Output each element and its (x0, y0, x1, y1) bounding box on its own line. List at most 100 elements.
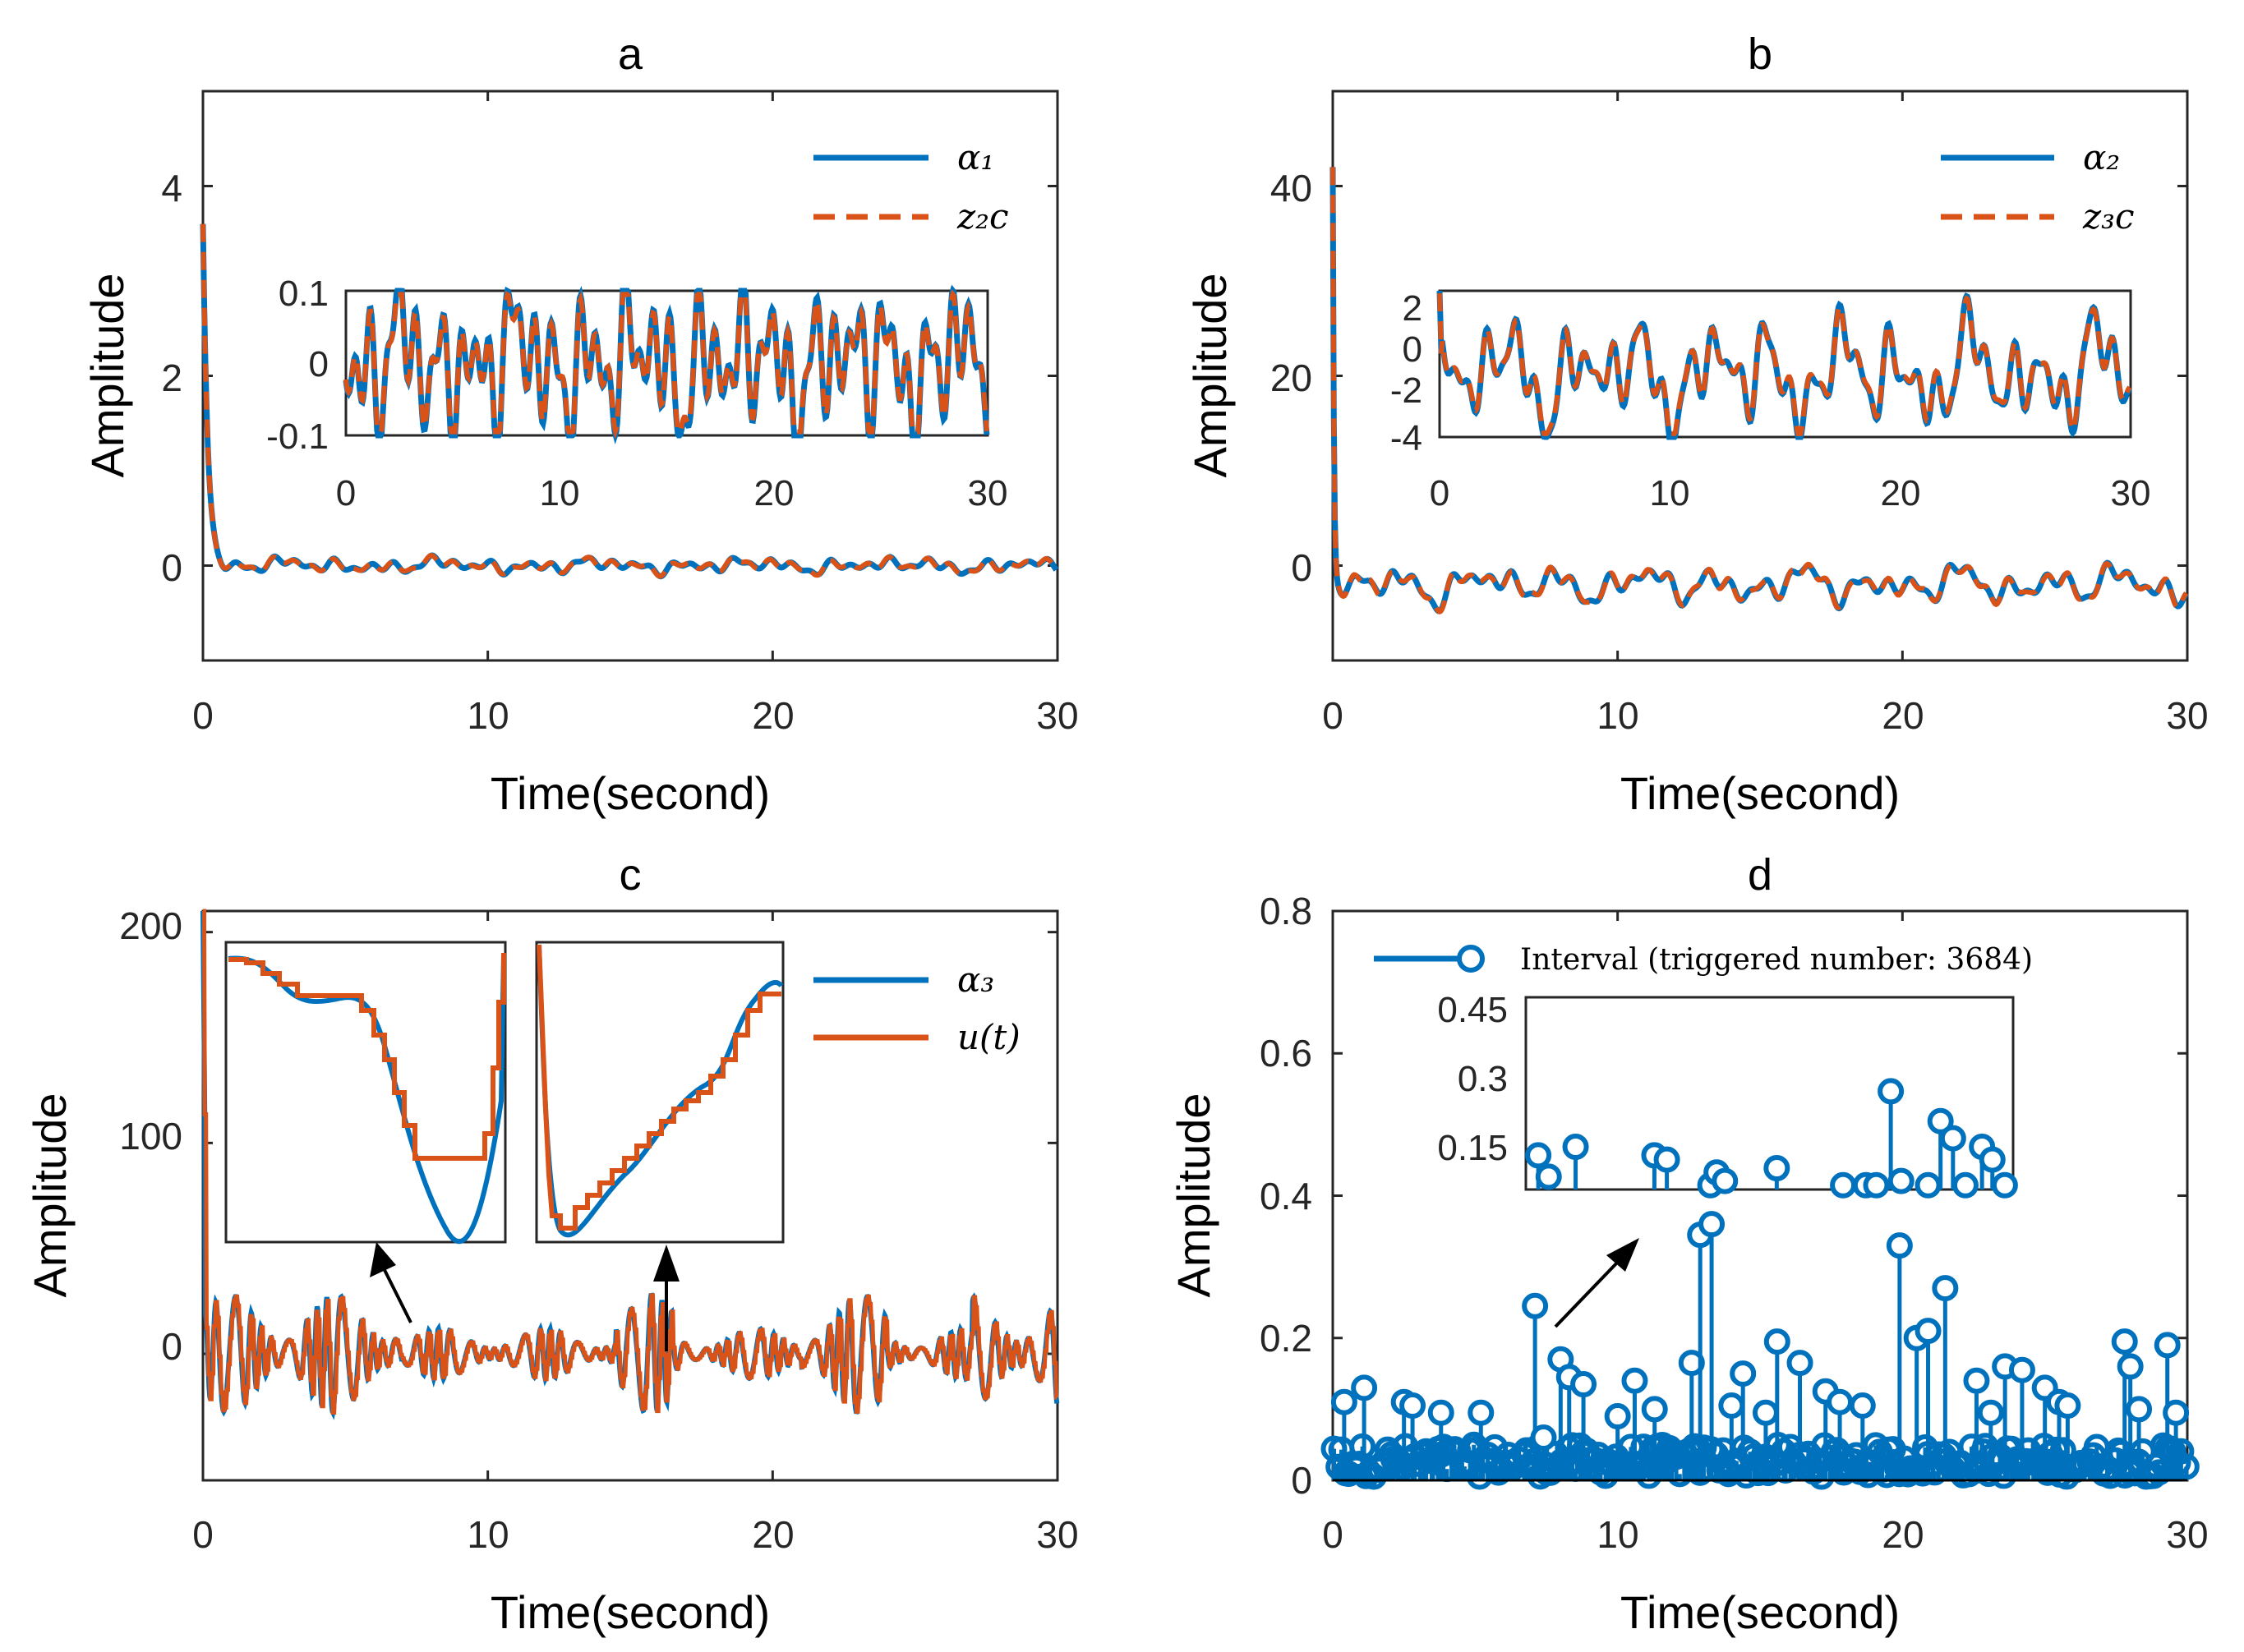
panel-c-inset-1-curves (228, 952, 506, 1245)
panel-a-inset-xtick: 10 (540, 473, 580, 513)
panel-d-xtick: 10 (1597, 1513, 1638, 1556)
interval-marker (2008, 1356, 2035, 1383)
interval-marker (1678, 1350, 1705, 1377)
interval-marker (1570, 1371, 1597, 1398)
panel-d-xlabel: Time(second) (1620, 1586, 1900, 1638)
panel-a-inset-xtick: 30 (968, 473, 1008, 513)
panel-a-xtick: 0 (192, 694, 214, 737)
panel-a-inset-ticks: 0.1 0 -0.1 0 10 20 30 (266, 274, 1007, 513)
panel-a-ytick: 0 (161, 546, 182, 589)
panel-b-xtick: 30 (2166, 694, 2208, 737)
panel-b-inset-ytick: -2 (1390, 370, 1422, 411)
interval-marker (1752, 1399, 1779, 1426)
inset-interval-marker (1712, 1167, 1739, 1194)
panel-a: a 0 10 20 30 0 2 4 Time(second) Amplitud… (81, 30, 1079, 819)
panel-d-ytick: 0.4 (1260, 1175, 1312, 1217)
inset-interval-marker (1887, 1167, 1915, 1194)
interval-marker (1886, 1232, 1913, 1259)
interval-marker (1522, 1292, 1549, 1319)
panel-d-xtick: 30 (2166, 1513, 2208, 1556)
panel-b-legend: α₂ z₃c (1941, 137, 2135, 237)
interval-marker (2126, 1396, 2153, 1423)
panel-c-xtick-labels: 0 10 20 30 (192, 1513, 1078, 1556)
panel-b-inset-ytick: 0 (1403, 329, 1422, 370)
interval-marker (1718, 1392, 1745, 1420)
panel-c-inset-1 (224, 941, 507, 1244)
panel-b-inset-xtick: 10 (1650, 473, 1690, 513)
inset-interval-marker (1927, 1107, 1954, 1134)
panel-a-xtick-labels: 0 10 20 30 (192, 694, 1078, 737)
panel-d-ytick: 0 (1291, 1459, 1312, 1502)
inset-interval-marker (1939, 1125, 1966, 1152)
inset-interval-marker (1562, 1134, 1589, 1160)
panel-a-ytick-labels: 0 2 4 (161, 167, 182, 589)
panel-b-xtick: 10 (1597, 694, 1638, 737)
panel-b-inset-ticks: 2 0 -2 -4 0 10 20 30 (1390, 288, 2151, 513)
legend-alpha1: α₁ (957, 137, 994, 177)
interval-marker (1641, 1396, 1668, 1423)
zoom-arrow-1 (370, 1242, 412, 1323)
panel-a-xtick: 20 (752, 694, 794, 737)
panel-a-inset-ytick: 0.1 (279, 274, 329, 314)
interval-marker (2054, 1392, 2081, 1420)
panel-a-ytick: 4 (161, 167, 182, 209)
inset-z2c-line (343, 289, 989, 439)
panel-c-xlabel: Time(second) (491, 1586, 770, 1638)
inset-interval-marker (1979, 1146, 2006, 1173)
panel-b-ytick-labels: 0 20 40 (1270, 167, 1312, 589)
panel-b-inset-xtick: 20 (1881, 473, 1921, 513)
panel-c-title: c (620, 850, 642, 900)
panel-c-xtick: 0 (192, 1513, 214, 1556)
panel-c-legend: α₃ u(t) (813, 959, 1021, 1057)
interval-marker (1963, 1367, 1990, 1394)
panel-c-ytick: 100 (119, 1115, 182, 1157)
panel-a-ytick: 2 (161, 357, 182, 399)
panel-c-ytick: 0 (161, 1325, 182, 1368)
interval-marker (2163, 1399, 2190, 1426)
panel-c: c 0 10 20 30 0 100 200 Time(second) Ampl… (24, 850, 1079, 1638)
series-u-t-line (202, 909, 1058, 1415)
panel-b-inset-xtick: 0 (1430, 473, 1449, 513)
interval-marker (1730, 1360, 1757, 1387)
inset-interval-marker (1915, 1171, 1942, 1199)
legend-z3c: z₃c (2082, 196, 2135, 237)
inset-interval-marker (1991, 1171, 2018, 1199)
panel-c-ytick-labels: 0 100 200 (119, 904, 182, 1368)
inset-interval-marker (1878, 1078, 1905, 1105)
panel-b-ylabel: Amplitude (1184, 273, 1236, 477)
panel-b-title: b (1748, 30, 1772, 79)
interval-marker (1399, 1392, 1426, 1420)
panel-d-ytick: 0.6 (1260, 1032, 1312, 1074)
panel-b-inset-ytick: -4 (1390, 418, 1422, 458)
panel-b: b 0 10 20 30 0 20 40 Time(second) Amplit… (1184, 30, 2209, 819)
legend-u-t: u(t) (957, 1017, 1021, 1057)
inset-alpha2-line (1436, 290, 2132, 440)
interval-marker (2111, 1328, 2138, 1355)
interval-marker (1849, 1392, 1876, 1420)
series-z3c-line (1330, 167, 2189, 614)
panel-d-inset-ytick: 0.3 (1458, 1059, 1508, 1099)
panel-b-inset-ytick: 2 (1403, 288, 1422, 329)
interval-marker (1604, 1403, 1631, 1430)
panel-a-inset-xtick: 20 (754, 473, 795, 513)
interval-marker (1468, 1399, 1495, 1426)
series-z2c-line (200, 223, 1058, 579)
interval-marker (1786, 1350, 1813, 1377)
panel-d-xtick: 0 (1322, 1513, 1343, 1556)
panel-d-xtick: 20 (1882, 1513, 1924, 1556)
interval-marker (1977, 1399, 2004, 1426)
panel-d-inset-ytick: 0.45 (1437, 990, 1508, 1030)
interval-marker (1351, 1374, 1378, 1401)
panel-b-xlabel: Time(second) (1620, 767, 1900, 819)
interval-marker (1915, 1318, 1942, 1345)
panel-c-xtick: 30 (1036, 1513, 1078, 1556)
panel-d-legend: Interval (triggered number: 3684) (1374, 943, 2033, 977)
interval-marker (1621, 1367, 1648, 1394)
panel-a-xtick: 10 (467, 694, 509, 737)
panel-b-ytick: 40 (1270, 167, 1312, 209)
panel-b-inset-xtick: 30 (2111, 473, 2151, 513)
panel-b-xtick: 20 (1882, 694, 1924, 737)
zoom-arrow-2 (653, 1245, 680, 1351)
panel-a-xlabel: Time(second) (491, 767, 770, 819)
interval-marker (1330, 1388, 1357, 1415)
